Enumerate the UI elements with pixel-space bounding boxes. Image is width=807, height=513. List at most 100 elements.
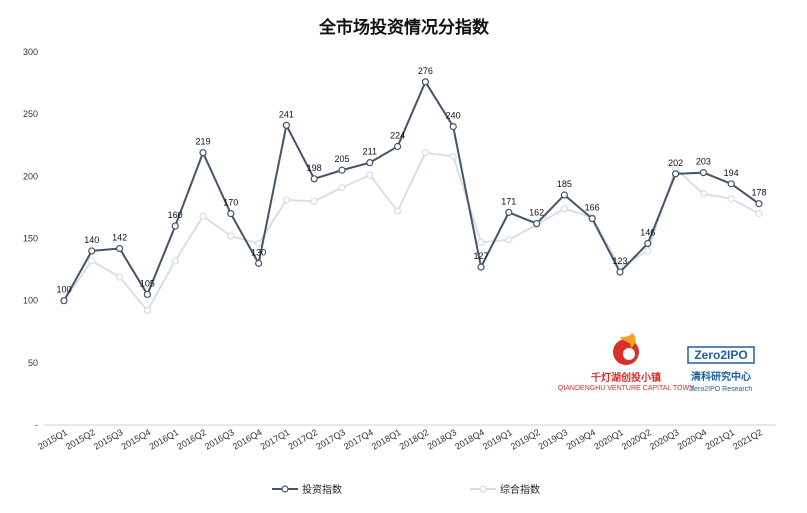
x-tick-label: 2017Q4 <box>342 427 375 452</box>
composite-index-point <box>227 232 235 240</box>
x-tick-label: 2017Q2 <box>286 427 319 452</box>
x-tick-label: 2015Q4 <box>120 427 153 452</box>
investment-index-point <box>282 121 290 129</box>
series-layer <box>60 78 763 315</box>
composite-index-point <box>699 190 708 198</box>
flame-logo-icon <box>613 333 639 365</box>
data-label: 276 <box>418 66 433 76</box>
investment-index-point <box>644 239 652 248</box>
data-label: 240 <box>446 111 461 121</box>
x-tick-label: 2016Q2 <box>175 427 208 452</box>
investment-index-point <box>143 290 151 299</box>
y-tick-label: 200 <box>23 171 38 181</box>
x-tick-label: 2019Q3 <box>537 427 570 452</box>
investment-index-point <box>338 166 346 174</box>
data-label: 105 <box>140 278 155 288</box>
x-tick-label: 2018Q3 <box>425 427 458 452</box>
investment-index-legend-label: 投资指数 <box>302 483 342 496</box>
logo-right-badge: Zero2IPO <box>694 348 747 362</box>
data-label: 100 <box>56 285 71 295</box>
data-label: 146 <box>640 227 655 237</box>
composite-index-line <box>63 151 760 312</box>
investment-index-point <box>588 215 596 223</box>
logo-right-name: 清科研究中心 <box>691 370 751 383</box>
data-label: 224 <box>390 130 405 140</box>
y-tick-label: 300 <box>23 47 38 57</box>
investment-index-point <box>366 159 374 167</box>
data-labels: 100 140 142 105 160 219 170 130 241 198 205 211 224 2… <box>56 66 766 295</box>
zero2ipo-logo-icon: Zero2IPO <box>687 346 755 364</box>
composite-index-point <box>477 238 485 246</box>
composite-index-legend-marker <box>479 485 487 493</box>
x-tick-label: 2021Q1 <box>703 427 736 452</box>
composite-index-point <box>199 212 207 220</box>
investment-index-legend-marker <box>281 485 289 493</box>
investment-index-point <box>421 78 429 86</box>
data-label: 170 <box>223 198 238 208</box>
x-tick-label: 2017Q3 <box>314 427 347 452</box>
composite-index-point <box>727 195 735 203</box>
investment-index-point <box>449 122 457 131</box>
logo-left-name: 千灯湖创投小镇 <box>591 371 661 384</box>
y-tick-label: 250 <box>23 109 38 119</box>
x-tick-label: 2020Q1 <box>592 427 625 452</box>
composite-index-point <box>143 307 151 315</box>
investment-index-point <box>88 247 96 255</box>
composite-index-point <box>88 257 96 265</box>
x-tick-label: 2016Q4 <box>231 427 264 452</box>
data-label: 127 <box>473 251 488 261</box>
x-tick-label: 2015Q2 <box>64 427 97 452</box>
x-tick-label: 2020Q2 <box>620 427 653 452</box>
x-tick-label: 2015Q3 <box>92 427 125 452</box>
investment-index-point <box>616 268 624 276</box>
composite-index-point <box>560 205 569 213</box>
composite-index-point <box>255 239 263 248</box>
composite-index-point <box>366 171 374 179</box>
data-label: 123 <box>612 256 627 266</box>
composite-index-point <box>310 197 318 205</box>
investment-index-point <box>60 297 68 305</box>
x-tick-label: 2018Q4 <box>453 427 486 452</box>
data-label: 194 <box>724 168 739 178</box>
composite-index-point <box>282 196 290 204</box>
composite-index-point <box>505 236 513 244</box>
composite-index-point <box>338 183 346 192</box>
composite-index-point <box>449 152 457 161</box>
x-tick-label: 2016Q3 <box>203 427 236 452</box>
x-tick-label: 2021Q2 <box>731 427 764 452</box>
x-tick-label: 2019Q2 <box>509 427 542 452</box>
investment-index-point <box>532 219 541 228</box>
x-tick-label: 2019Q1 <box>481 427 514 452</box>
investment-index-point <box>115 244 124 253</box>
y-tick-label: 50 <box>28 358 38 368</box>
investment-index-point <box>227 210 235 218</box>
y-tick-label: - <box>35 420 38 430</box>
x-tick-label: 2017Q1 <box>259 427 292 452</box>
data-label: 185 <box>557 179 572 189</box>
composite-index-point <box>115 273 124 281</box>
investment-index-point <box>560 191 569 199</box>
y-tick-label: 150 <box>23 234 38 244</box>
investment-index-point <box>505 208 513 216</box>
data-label: 202 <box>668 158 683 168</box>
data-label: 211 <box>363 147 377 157</box>
data-label: 219 <box>195 137 210 147</box>
investment-index-point <box>727 180 735 188</box>
data-label: 171 <box>501 196 516 206</box>
data-label: 198 <box>307 163 322 173</box>
x-tick-label: 2020Q3 <box>648 427 681 452</box>
y-tick-label: 100 <box>23 296 38 306</box>
data-label: 166 <box>585 203 600 213</box>
qiandenghu-logo: 千灯湖创投小镇 QIANDENGHU VENTURE CAPITAL TOWN <box>558 333 694 392</box>
chart-title: 全市场投资情况分指数 <box>318 17 490 38</box>
x-tick-label: 2018Q1 <box>370 427 403 452</box>
data-label: 203 <box>696 157 711 167</box>
data-label: 241 <box>279 109 294 119</box>
data-label: 140 <box>84 235 99 245</box>
composite-index-legend-label: 综合指数 <box>500 483 540 496</box>
investment-index-point <box>310 175 318 183</box>
legend: 投资指数 综合指数 <box>272 483 540 496</box>
x-tick-label: 2016Q1 <box>147 427 180 452</box>
data-label: 205 <box>334 154 349 164</box>
composite-index-point <box>755 210 763 218</box>
